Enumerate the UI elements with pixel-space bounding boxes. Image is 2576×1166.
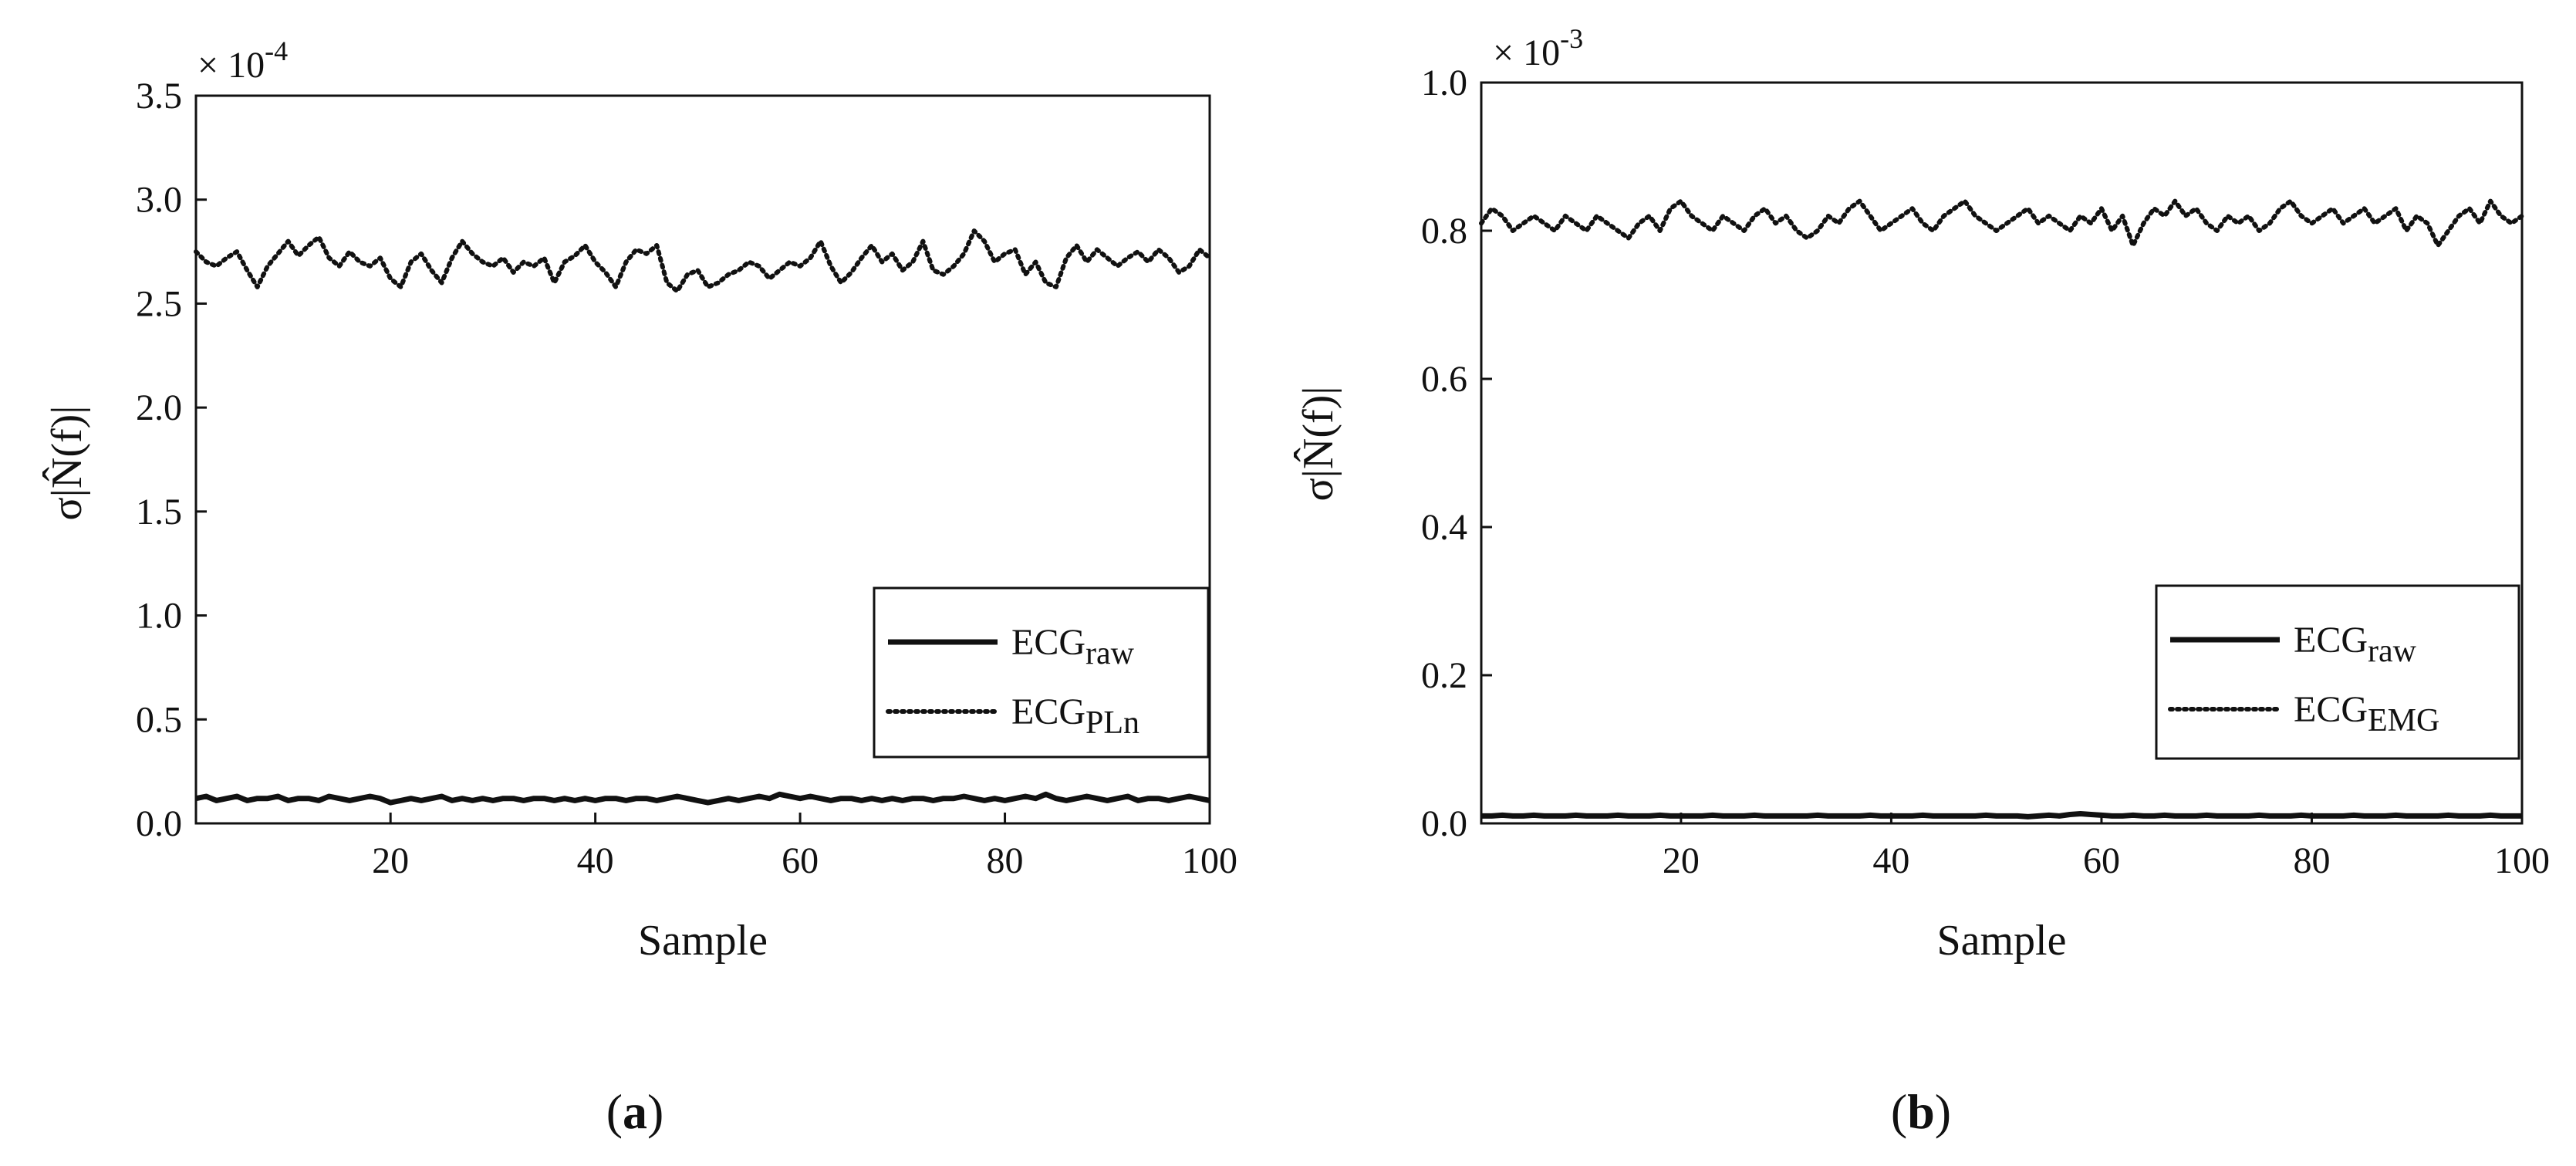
y-tick-label: 2.0 [136,387,182,428]
panel-label: (a) [606,1084,664,1139]
axis-scale-exponent: -3 [1560,23,1583,54]
legend-entry-base: ECG [2294,689,2368,730]
x-tick-label: 100 [2494,840,2550,881]
x-tick-label: 40 [577,840,614,881]
axis-scale-base: × 10 [1493,32,1560,73]
series-line-raw [195,791,1210,806]
series-line-pln [194,228,1212,294]
x-tick-label: 60 [2083,840,2120,881]
x-tick-label: 20 [372,840,409,881]
y-tick-label: 0.6 [1421,359,1467,400]
legend-box [2155,584,2520,760]
legend-entry-base: ECG [1011,691,1085,732]
plot-frame [194,94,1211,825]
y-tick-label: 0.0 [136,803,182,844]
legend-entry-base: ECG [1011,622,1085,663]
chart-panel-b: 0.0 0.2 0.4 0.6 0.8 1.0 20 40 60 80 100 Sample σ|N̂(… [1293,23,2550,1139]
y-tick-label: 3.5 [136,76,182,117]
y-tick-label: 0.0 [1421,803,1467,844]
axis-scale-note: × 10-4 [198,35,288,86]
legend-entry-subscript: raw [2368,634,2417,669]
panel-label: (b) [1891,1084,1951,1139]
x-tick-label: 80 [2293,840,2330,881]
y-tick-label: 0.4 [1421,507,1467,548]
plot-frame [1480,81,2524,825]
y-axis-label: σ|N̂(f)| [42,406,91,521]
legend-entry-raw: ECGraw [1011,622,1135,671]
axis-scale-exponent: -4 [265,35,288,66]
legend-entry-pln: ECGPLn [1011,691,1139,741]
series-line-raw [1481,811,2522,820]
x-tick-label: 60 [782,840,819,881]
y-tick-label: 1.0 [136,596,182,637]
panel-label-close: ) [647,1084,663,1139]
legend-entry-emg: ECGEMG [2294,689,2439,738]
y-tick-label: 0.8 [1421,211,1467,252]
y-tick-label: 1.5 [136,492,182,532]
x-tick-label: 20 [1663,840,1700,881]
legend-entry-subscript: PLn [1085,705,1139,741]
y-tick-label: 0.2 [1421,655,1467,696]
y-axis-label: σ|N̂(f)| [1293,387,1342,502]
x-axis-label: Sample [638,917,768,965]
panel-label-open: ( [606,1084,623,1139]
panel-label-letter: b [1907,1084,1935,1139]
y-tick-label: 2.5 [136,283,182,324]
legend-entry-subscript: raw [1085,636,1135,671]
x-tick-label: 100 [1182,840,1237,881]
axis-scale-note: × 10-3 [1493,23,1583,73]
y-tick-label: 1.0 [1421,63,1467,103]
legend-entry-raw: ECGraw [2294,620,2417,669]
x-tick-label: 80 [987,840,1024,881]
legend-entry-base: ECG [2294,620,2368,661]
panel-label-close: ) [1935,1084,1951,1139]
x-tick-label: 40 [1872,840,1909,881]
legend-box [873,586,1210,759]
y-tick-label: 0.5 [136,699,182,740]
y-tick-label: 3.0 [136,180,182,221]
chart-panel-a: 0.0 0.5 1.0 1.5 2.0 2.5 3.0 3.5 20 40 60 80 100 Sampl… [42,35,1237,1139]
legend-entry-subscript: EMG [2368,703,2439,738]
panel-label-open: ( [1891,1084,1907,1139]
axis-scale-base: × 10 [198,45,265,86]
x-axis-label: Sample [1937,917,2067,965]
series-line-emg [1479,198,2524,248]
panel-label-letter: a [623,1084,647,1139]
